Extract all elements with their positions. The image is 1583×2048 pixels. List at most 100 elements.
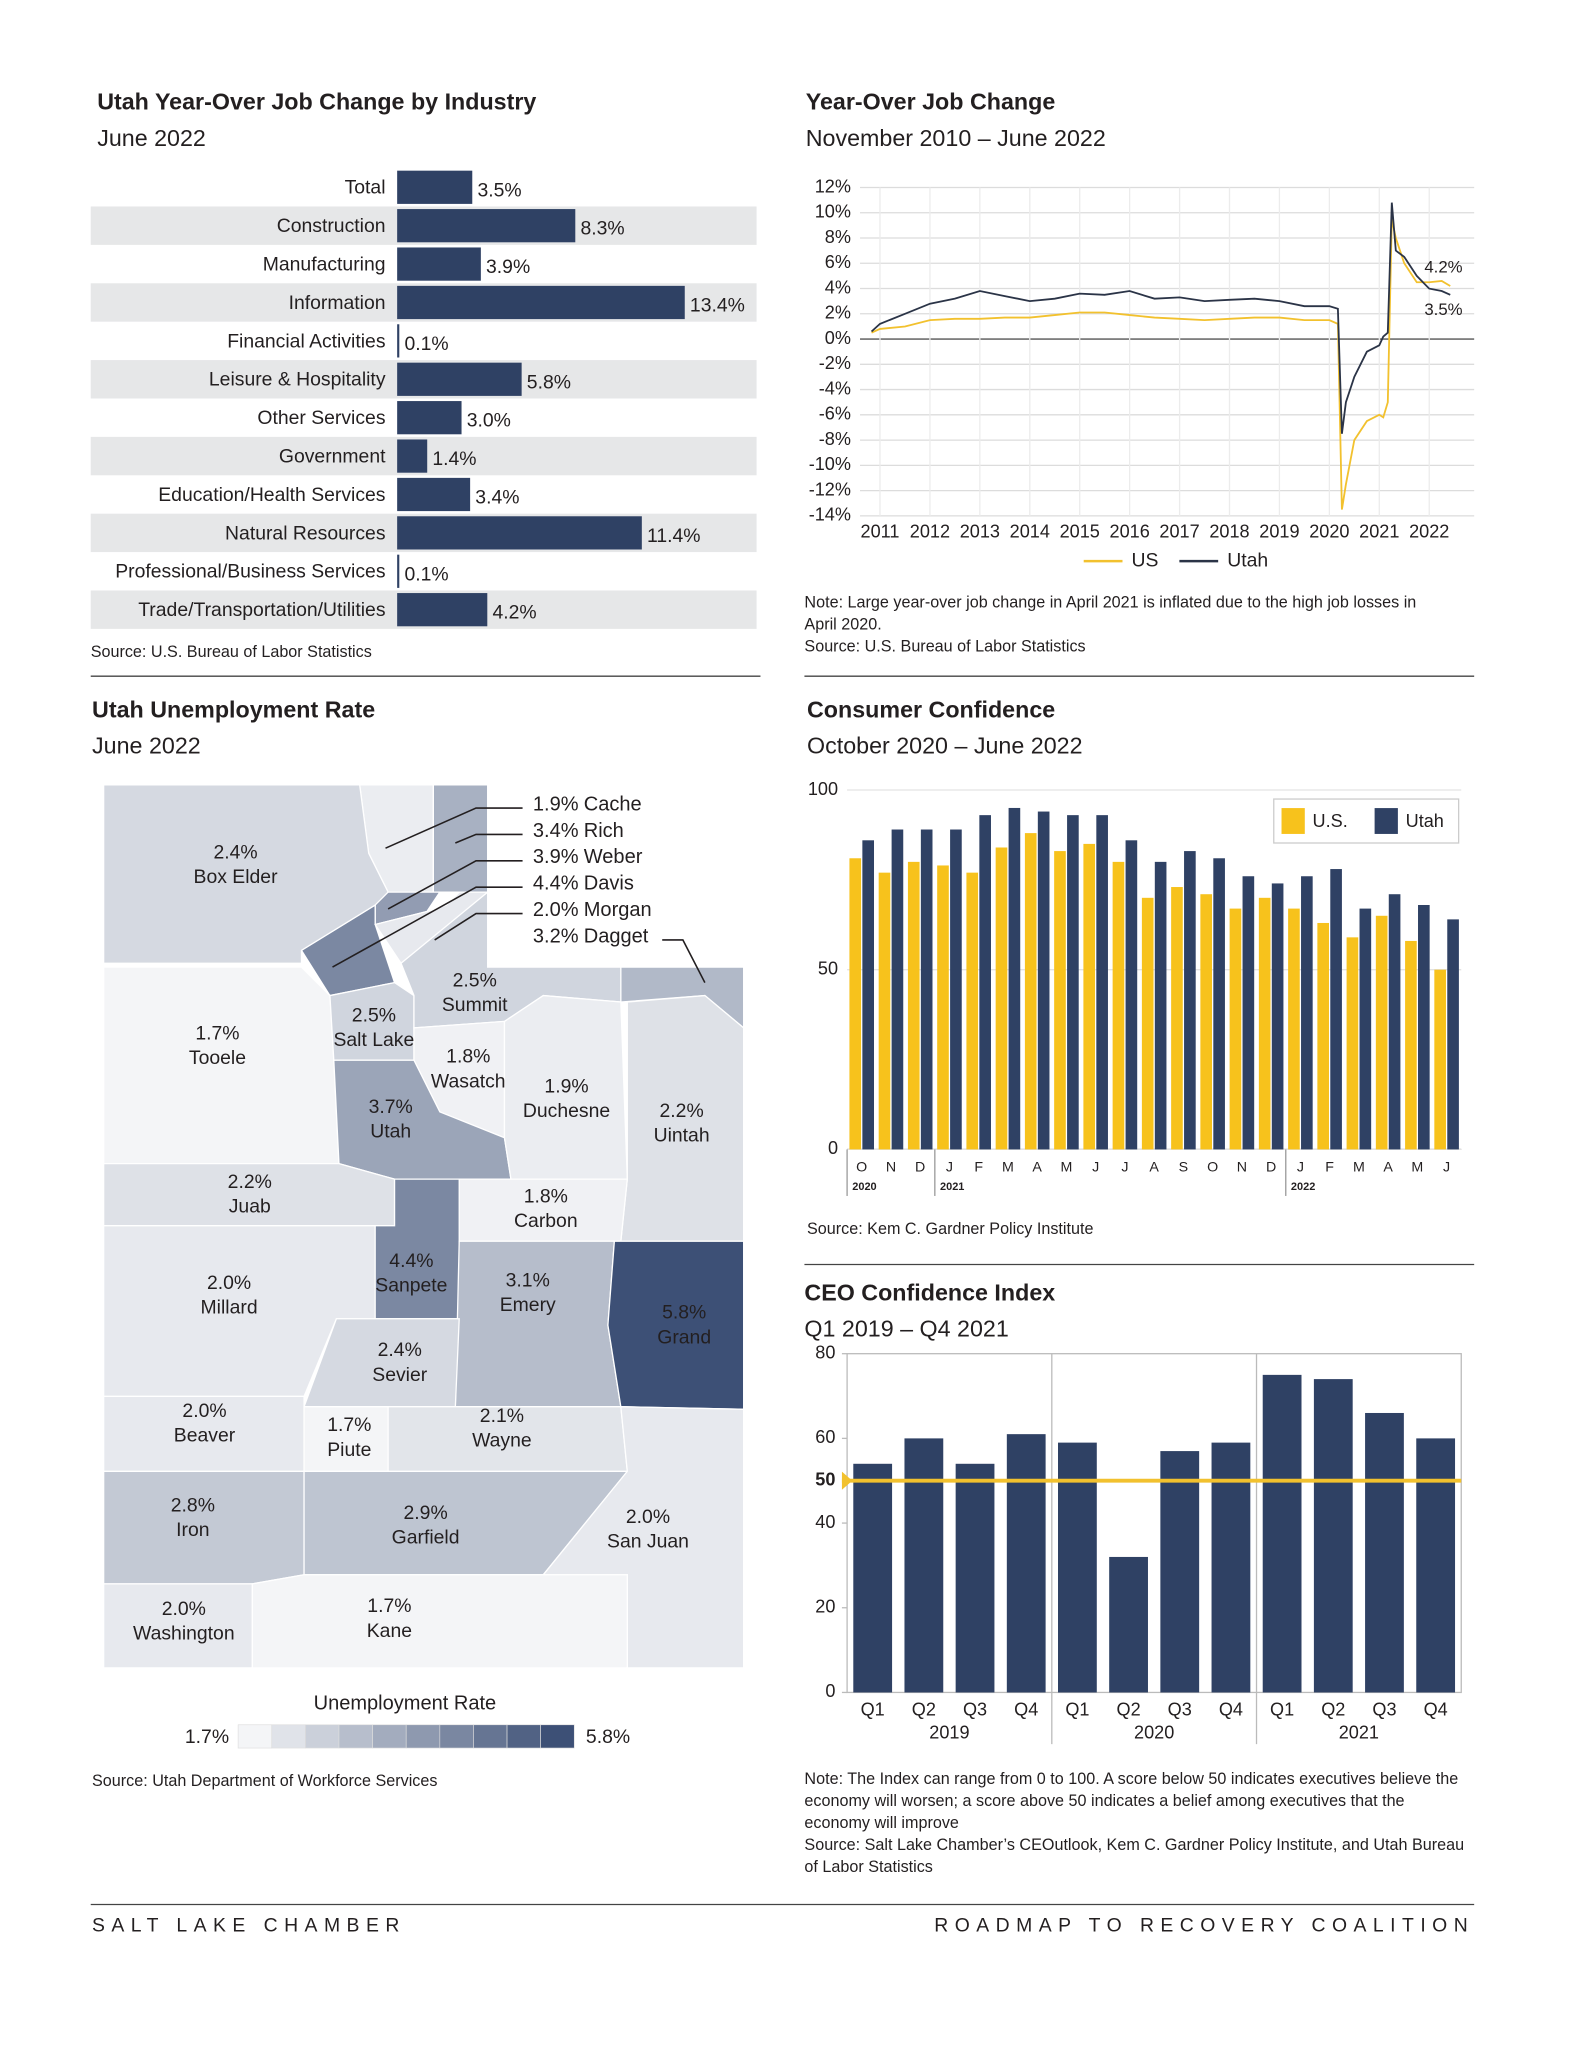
- y-tick-label: 40: [815, 1512, 835, 1532]
- bar: [979, 815, 991, 1150]
- callout-label: 3.2% Dagget: [533, 926, 649, 948]
- bar: [1058, 1442, 1097, 1693]
- note: Source: Salt Lake Chamber’s CEOutlook, K…: [804, 1835, 1465, 1877]
- footer-right: ROADMAP TO RECOVERY COALITION: [934, 1915, 1474, 1937]
- bar: [1112, 861, 1125, 1150]
- chart-title: Utah Unemployment Rate: [92, 696, 375, 722]
- category-label: Leisure & Hospitality: [209, 369, 386, 391]
- region-value: 2.8%: [171, 1494, 215, 1516]
- bar: [904, 1438, 944, 1693]
- bar: [397, 362, 522, 396]
- value-label: 3.5%: [477, 179, 521, 201]
- legend-swatch: [405, 1724, 441, 1749]
- bar: [1375, 915, 1388, 1150]
- bar: [849, 858, 862, 1150]
- legend-title: Unemployment Rate: [314, 1692, 497, 1714]
- value-label: 3.5%: [1424, 300, 1462, 319]
- region: [454, 1240, 622, 1408]
- bar: [1262, 1374, 1302, 1693]
- group-label: 2020: [1134, 1723, 1174, 1743]
- x-tick-label: Q2: [1321, 1699, 1345, 1719]
- region: [103, 784, 389, 964]
- bar: [1006, 1434, 1046, 1693]
- x-tick-label: S: [1179, 1159, 1188, 1175]
- y-tick-label: 0%: [825, 328, 851, 348]
- bar: [1242, 876, 1255, 1150]
- region-value: 3.4%: [533, 820, 579, 842]
- y-tick-label: -14%: [809, 505, 851, 525]
- x-tick-label: A: [1149, 1159, 1159, 1175]
- chart-title: Utah Year-Over Job Change by Industry: [97, 89, 536, 115]
- bar: [1258, 897, 1271, 1150]
- region-name: Kane: [367, 1620, 412, 1642]
- region-name: Wayne: [472, 1430, 532, 1452]
- bar: [1067, 815, 1079, 1150]
- x-tick-label: 2012: [910, 521, 950, 541]
- bar: [1184, 851, 1196, 1150]
- reference-marker: [841, 1471, 853, 1490]
- region-name: Grand: [657, 1326, 711, 1348]
- bar: [1365, 1412, 1404, 1693]
- bar: [1037, 811, 1050, 1150]
- category-label: Professional/Business Services: [115, 561, 385, 583]
- x-tick-label: O: [1207, 1159, 1218, 1175]
- bar: [853, 1463, 893, 1693]
- x-tick-label: N: [1237, 1159, 1247, 1175]
- callout-line: [455, 833, 523, 844]
- x-tick-label: M: [1061, 1159, 1073, 1175]
- chart-title: Consumer Confidence: [807, 696, 1055, 722]
- note: Source: U.S. Bureau of Labor Statistics: [804, 637, 1086, 656]
- bar: [1125, 840, 1138, 1150]
- region-value: 4.4%: [533, 873, 579, 895]
- legend-swatch: [1374, 808, 1398, 834]
- region-name: Carbon: [514, 1210, 578, 1232]
- x-tick-label: Q2: [912, 1699, 936, 1719]
- chart-subtitle: Q1 2019 – Q4 2021: [804, 1316, 1008, 1342]
- x-tick-label: Q3: [963, 1699, 987, 1719]
- bar: [920, 829, 933, 1150]
- x-tick-label: Q1: [1065, 1699, 1089, 1719]
- bar: [1141, 897, 1154, 1150]
- y-tick-label: -4%: [819, 378, 851, 398]
- region-value: 1.9%: [533, 794, 579, 816]
- legend-max: 5.8%: [586, 1726, 630, 1748]
- x-tick-label: F: [1325, 1159, 1334, 1175]
- region-name: Uintah: [654, 1125, 710, 1147]
- legend-swatch: [372, 1724, 407, 1749]
- region-name: Wasatch: [431, 1070, 506, 1092]
- legend-swatch: [305, 1724, 340, 1749]
- bar: [397, 593, 488, 627]
- region-name: Dagget: [584, 926, 649, 948]
- region-value: 3.1%: [506, 1269, 550, 1291]
- x-tick-label: M: [1411, 1159, 1423, 1175]
- region-name: Piute: [327, 1439, 371, 1461]
- category-label: Natural Resources: [225, 522, 385, 544]
- region-name: Emery: [500, 1294, 556, 1316]
- x-tick-label: Q3: [1372, 1699, 1396, 1719]
- legend-swatch: [237, 1724, 273, 1749]
- bar: [1154, 861, 1167, 1150]
- series-line: [870, 202, 1451, 434]
- legend-label: US: [1132, 549, 1159, 571]
- x-tick-label: Q4: [1219, 1699, 1243, 1719]
- source: Source: U.S. Bureau of Labor Statistics: [91, 643, 372, 661]
- bar: [1109, 1556, 1148, 1693]
- legend-label: U.S.: [1313, 811, 1348, 831]
- x-tick-label: 2014: [1010, 521, 1050, 541]
- region-name: Box Elder: [194, 866, 279, 888]
- bar: [1418, 904, 1430, 1150]
- bar: [1171, 887, 1183, 1150]
- region-name: Sanpete: [375, 1275, 447, 1297]
- bar: [955, 1463, 995, 1693]
- group-label: 2019: [929, 1723, 969, 1743]
- note: Note: Large year-over job change in Apri…: [804, 593, 1417, 634]
- y-tick-label: 4%: [825, 277, 851, 297]
- legend-swatch: [338, 1724, 373, 1749]
- region-value: 2.1%: [480, 1405, 524, 1427]
- bar: [1301, 876, 1313, 1150]
- x-tick-label: D: [915, 1159, 925, 1175]
- bar: [937, 865, 949, 1150]
- legend-swatch: [271, 1724, 306, 1749]
- group-label: 2021: [940, 1181, 964, 1193]
- category-label: Manufacturing: [263, 253, 386, 275]
